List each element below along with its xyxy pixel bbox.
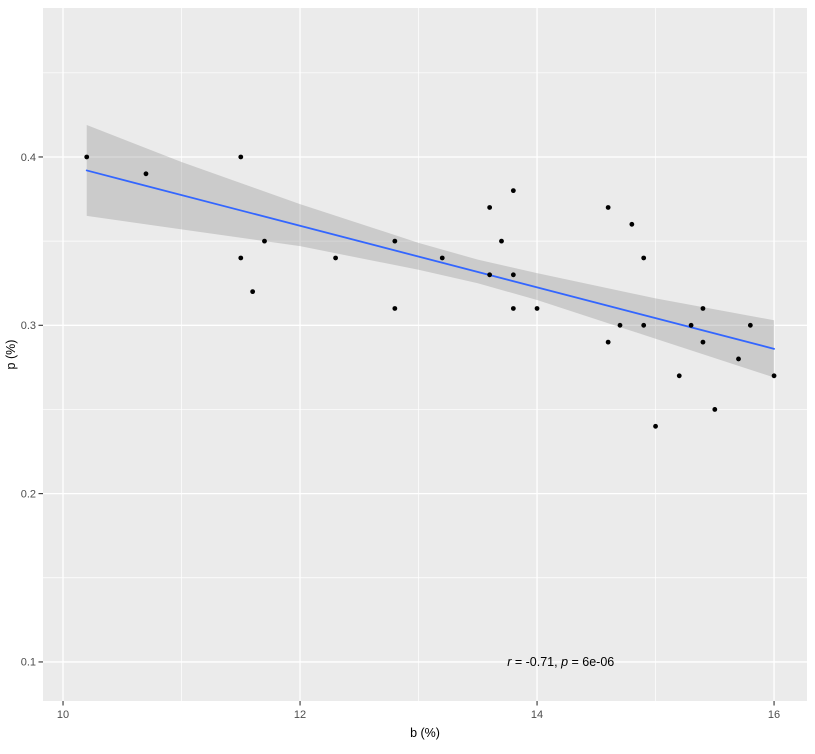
data-point xyxy=(605,205,611,210)
data-point xyxy=(641,322,647,328)
data-point xyxy=(499,238,504,244)
data-point xyxy=(333,255,338,261)
regression-line xyxy=(85,169,775,350)
data-point xyxy=(238,154,244,160)
data-point xyxy=(487,272,493,278)
data-point xyxy=(262,238,267,244)
confidence-band xyxy=(86,124,775,378)
data-point xyxy=(84,154,90,160)
data-point xyxy=(617,322,623,328)
data-point xyxy=(510,188,516,194)
plot-panel xyxy=(43,8,807,701)
data-point xyxy=(629,221,635,227)
data-point xyxy=(700,339,706,345)
data-point xyxy=(771,373,777,379)
correlation-annotation: r = -0.71, p = 6e-06 xyxy=(507,655,614,669)
data-point xyxy=(641,255,647,261)
data-point xyxy=(736,356,741,362)
x-tick-label: 16 xyxy=(768,709,780,721)
y-tick-label: 0.4 xyxy=(21,152,36,164)
data-point xyxy=(238,255,244,261)
data-point xyxy=(605,339,611,345)
data-point xyxy=(439,255,445,261)
x-tick-label: 10 xyxy=(57,709,69,721)
data-point xyxy=(392,306,398,311)
data-point xyxy=(510,272,516,278)
y-tick-label: 0.3 xyxy=(21,320,36,332)
data-point xyxy=(688,322,694,328)
data-point xyxy=(392,238,398,244)
data-point xyxy=(510,306,516,311)
data-point xyxy=(700,306,706,311)
data-point xyxy=(712,407,718,412)
y-tick-label: 0.2 xyxy=(21,488,36,500)
x-tick-label: 14 xyxy=(531,709,543,721)
x-axis-title: b (%) xyxy=(410,726,440,740)
data-point xyxy=(676,373,682,379)
data-point xyxy=(250,289,256,295)
x-tick-label: 12 xyxy=(294,709,306,721)
data-point xyxy=(747,322,753,328)
data-point xyxy=(534,306,540,311)
data-point xyxy=(143,171,149,177)
y-tick-label: 0.1 xyxy=(21,657,36,669)
y-axis-title: p (%) xyxy=(4,340,18,370)
data-point xyxy=(487,205,493,210)
data-point xyxy=(653,423,658,429)
